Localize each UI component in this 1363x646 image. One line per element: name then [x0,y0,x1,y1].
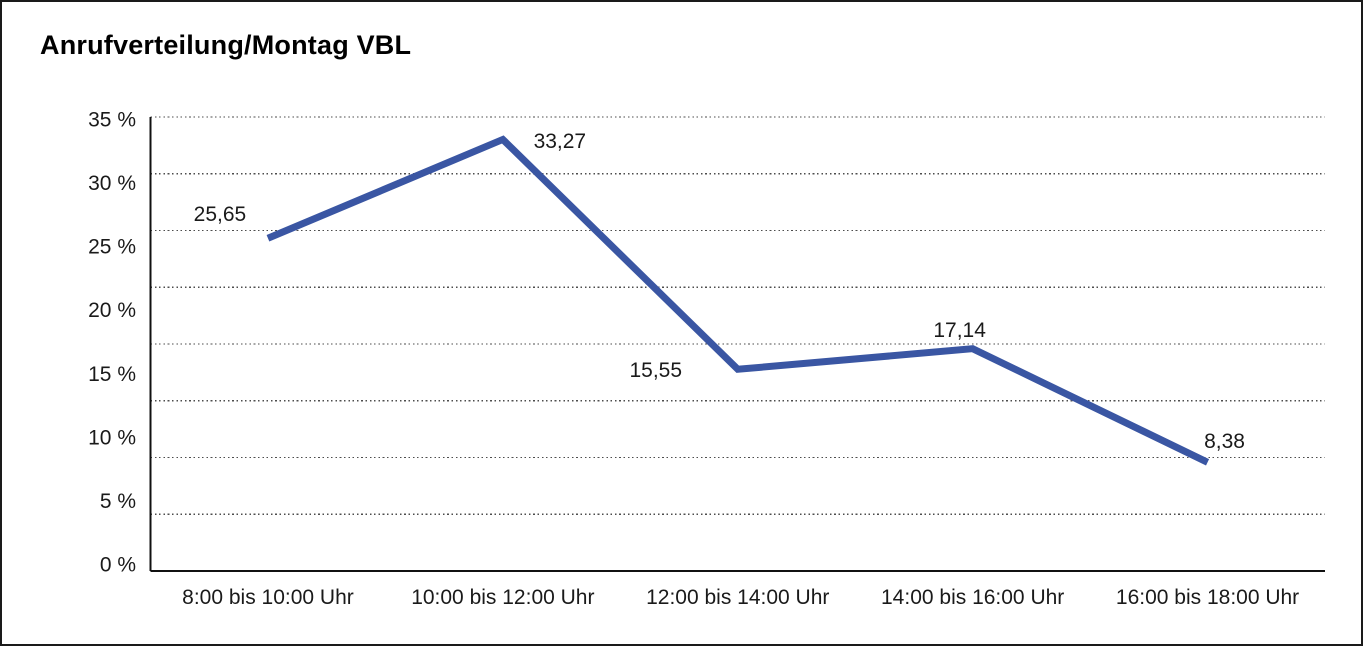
chart-title: Anrufverteilung/Montag VBL [40,30,412,60]
x-tick-label: 12:00 bis 14:00 Uhr [646,586,829,609]
y-tick-label: 25 % [88,236,136,259]
data-point-label: 33,27 [534,130,587,153]
data-line [266,135,1210,466]
y-tick-label: 30 % [88,172,136,195]
x-tick-label: 10:00 bis 12:00 Uhr [411,586,594,609]
data-point-label: 17,14 [933,319,986,342]
x-tick-label: 16:00 bis 18:00 Uhr [1116,586,1299,609]
y-tick-label: 20 % [88,299,136,322]
y-tick-label: 5 % [100,490,136,513]
y-tick-label: 15 % [88,363,136,386]
y-tick-label: 10 % [88,426,136,449]
data-point-label: 25,65 [194,203,247,226]
y-tick-label: 0 % [100,554,136,577]
x-tick-label: 14:00 bis 16:00 Uhr [881,586,1064,609]
x-tick-label: 8:00 bis 10:00 Uhr [182,586,354,609]
y-tick-label: 35 % [88,109,136,132]
data-point-label: 15,55 [629,359,682,382]
data-point-label: 8,38 [1204,430,1245,453]
